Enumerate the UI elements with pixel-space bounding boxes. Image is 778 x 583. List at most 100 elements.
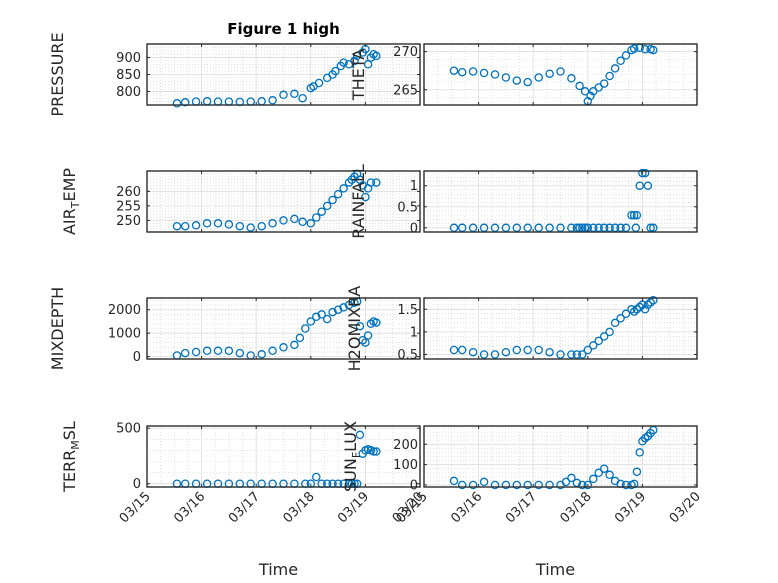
data-point xyxy=(202,219,212,228)
data-point xyxy=(599,332,609,341)
data-point xyxy=(333,189,343,199)
data-point xyxy=(599,79,609,88)
data-point xyxy=(479,477,489,487)
data-point xyxy=(479,223,489,233)
y-axis-label: TERRMSL xyxy=(60,421,82,493)
data-point xyxy=(468,480,478,490)
data-point xyxy=(594,83,603,92)
data-point xyxy=(594,336,603,346)
y-tick-label: 0.5 xyxy=(397,348,418,363)
data-point xyxy=(449,345,459,355)
data-point xyxy=(646,298,655,307)
data-point xyxy=(627,305,636,314)
y-axis-label: H2OMIXRA xyxy=(345,286,364,372)
data-point xyxy=(246,223,255,232)
data-point xyxy=(361,338,370,347)
data-point xyxy=(616,223,625,233)
data-point xyxy=(545,223,554,233)
data-point xyxy=(640,45,650,54)
data-point xyxy=(589,341,598,350)
y-axis-label: AIRTEMP xyxy=(60,168,82,235)
data-point xyxy=(268,96,277,105)
data-point xyxy=(578,223,587,233)
data-point xyxy=(355,321,365,331)
data-point xyxy=(331,66,340,76)
data-point xyxy=(355,430,365,440)
data-point xyxy=(339,303,348,312)
data-point xyxy=(629,44,639,53)
data-point xyxy=(605,470,614,480)
data-point xyxy=(366,319,376,329)
data-point xyxy=(369,447,378,456)
axes-box xyxy=(146,297,421,360)
data-point xyxy=(572,223,582,233)
data-point xyxy=(501,480,511,490)
data-point xyxy=(649,296,658,305)
y-tick-label: 260 xyxy=(116,185,141,200)
data-point xyxy=(479,350,489,359)
y-tick-label: 900 xyxy=(116,51,141,66)
data-point xyxy=(449,476,459,486)
data-point xyxy=(501,73,511,82)
y-tick-label: 500 xyxy=(116,422,141,437)
data-point xyxy=(202,346,212,356)
axes-box xyxy=(146,170,421,233)
data-point xyxy=(268,219,277,228)
x-tick-label: 03/18 xyxy=(281,489,318,526)
data-point xyxy=(605,71,614,81)
data-point xyxy=(575,81,584,91)
y-tick-label: 250 xyxy=(116,214,141,229)
data-point xyxy=(580,223,590,233)
data-point xyxy=(322,201,332,211)
data-point xyxy=(224,346,234,356)
data-point xyxy=(290,89,299,99)
data-point xyxy=(575,223,584,233)
y-tick-label: 0 xyxy=(133,477,141,492)
data-point xyxy=(627,210,636,220)
data-point xyxy=(339,184,348,193)
data-point xyxy=(631,223,641,233)
data-point xyxy=(629,307,639,316)
data-point xyxy=(567,350,576,359)
data-point xyxy=(344,300,354,310)
data-point xyxy=(556,223,565,233)
data-point xyxy=(298,93,307,103)
data-point xyxy=(268,346,277,356)
data-point xyxy=(567,74,576,83)
data-point xyxy=(621,309,631,319)
x-tick-label: 03/18 xyxy=(558,489,595,526)
data-point xyxy=(224,220,234,229)
y-tick-label: 0 xyxy=(410,221,418,236)
data-point xyxy=(599,464,609,473)
data-point xyxy=(640,305,650,314)
y-tick-label: 0.5 xyxy=(397,200,418,215)
y-tick-label: 100 xyxy=(393,458,418,473)
y-tick-label: 0 xyxy=(133,350,141,365)
x-tick-label: 03/20 xyxy=(667,489,704,526)
data-point xyxy=(523,77,532,87)
y-tick-label: 255 xyxy=(116,199,141,214)
data-point xyxy=(646,223,655,233)
data-point xyxy=(449,66,459,75)
data-point xyxy=(643,181,653,190)
subplot-theta: 265 270 THETA xyxy=(349,43,698,106)
axes-box xyxy=(423,297,698,360)
data-point xyxy=(632,210,642,220)
figure-title: Figure 1 high xyxy=(227,20,340,38)
data-point xyxy=(372,178,381,187)
data-point xyxy=(501,223,511,233)
y-tick-label: 265 xyxy=(393,83,418,98)
data-point xyxy=(372,51,381,61)
data-point xyxy=(328,307,337,317)
y-tick-label: 0 xyxy=(410,478,418,493)
data-point xyxy=(649,223,658,233)
data-point xyxy=(621,51,631,60)
data-point xyxy=(449,223,459,233)
data-point xyxy=(561,477,571,487)
data-point xyxy=(457,345,467,355)
data-point xyxy=(290,214,299,224)
data-point xyxy=(621,480,631,490)
data-point xyxy=(635,181,644,190)
